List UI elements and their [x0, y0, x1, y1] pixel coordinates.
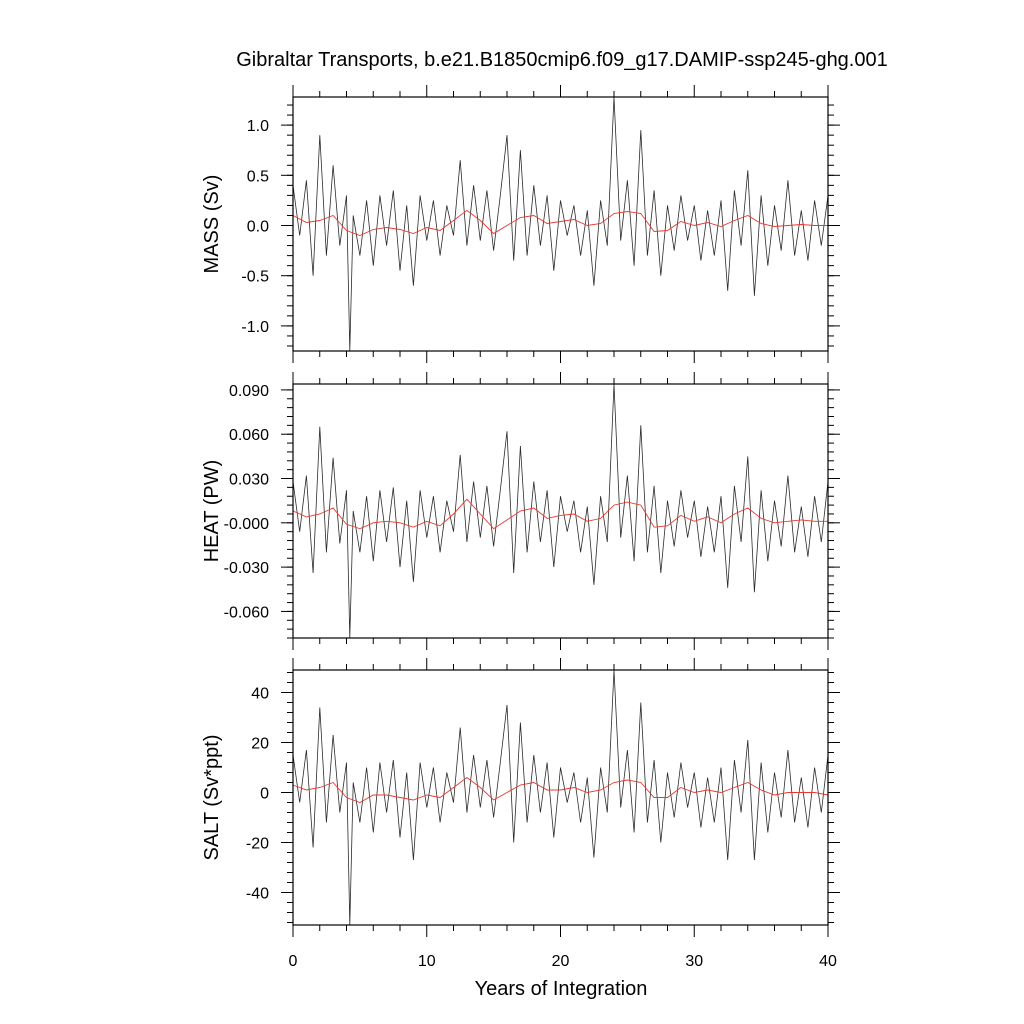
x-tick-label: 40 [819, 953, 837, 970]
x-tick-label: 20 [552, 953, 570, 970]
y-tick-label: 0.030 [229, 472, 269, 489]
series-smooth-line [292, 776, 829, 803]
y-tick-label: -0.030 [224, 560, 269, 577]
y-tick-label: 1.0 [247, 118, 269, 135]
y-tick-label: 0.090 [229, 383, 269, 400]
panel-2: -0.060 -0.030 -0.000 0.030 0.060 0.090 HEAT (P… [201, 372, 840, 650]
y-tick-label: 20 [251, 736, 269, 753]
panel-1: -1.0 -0.5 0.0 0.5 1.0 MASS (Sv) [201, 85, 840, 363]
series-raw-line [292, 96, 829, 352]
series-smooth-line [292, 209, 828, 236]
y-tick-label: 0.060 [229, 427, 269, 444]
y-tick-label: -40 [246, 886, 269, 903]
chart-title: Gibraltar Transports, b.e21.B1850cmip6.f… [236, 49, 887, 71]
panel-3: -40 -20 0 20 40 SALT (Sv*ppt) 0 10 20 30 40 [201, 658, 840, 970]
series-raw-line [292, 383, 829, 639]
y-tick-label: -0.000 [224, 516, 269, 533]
y-tick-label: -0.060 [224, 604, 269, 621]
plot-frame [292, 669, 829, 926]
y-axis-label: MASS (Sv) [201, 175, 223, 274]
x-tick-label: 10 [418, 953, 436, 970]
y-axis-label: SALT (Sv*ppt) [201, 735, 223, 861]
x-axis-label: Years of Integration [475, 978, 648, 1000]
y-tick-label: -1.0 [241, 319, 269, 336]
y-axis-label: HEAT (PW) [201, 460, 223, 563]
x-tick-label: 0 [289, 953, 298, 970]
y-tick-label: -20 [246, 836, 269, 853]
plot-frame [292, 96, 829, 352]
x-tick-label: 30 [685, 953, 703, 970]
series-smooth-line [292, 498, 828, 530]
series-raw-line [292, 669, 829, 926]
y-tick-label: 40 [251, 686, 269, 703]
y-tick-label: 0.5 [247, 168, 269, 185]
y-tick-label: 0.0 [247, 219, 269, 236]
plot-frame [292, 383, 829, 639]
y-tick-label: 0 [260, 786, 269, 803]
y-tick-label: -0.5 [241, 269, 269, 286]
